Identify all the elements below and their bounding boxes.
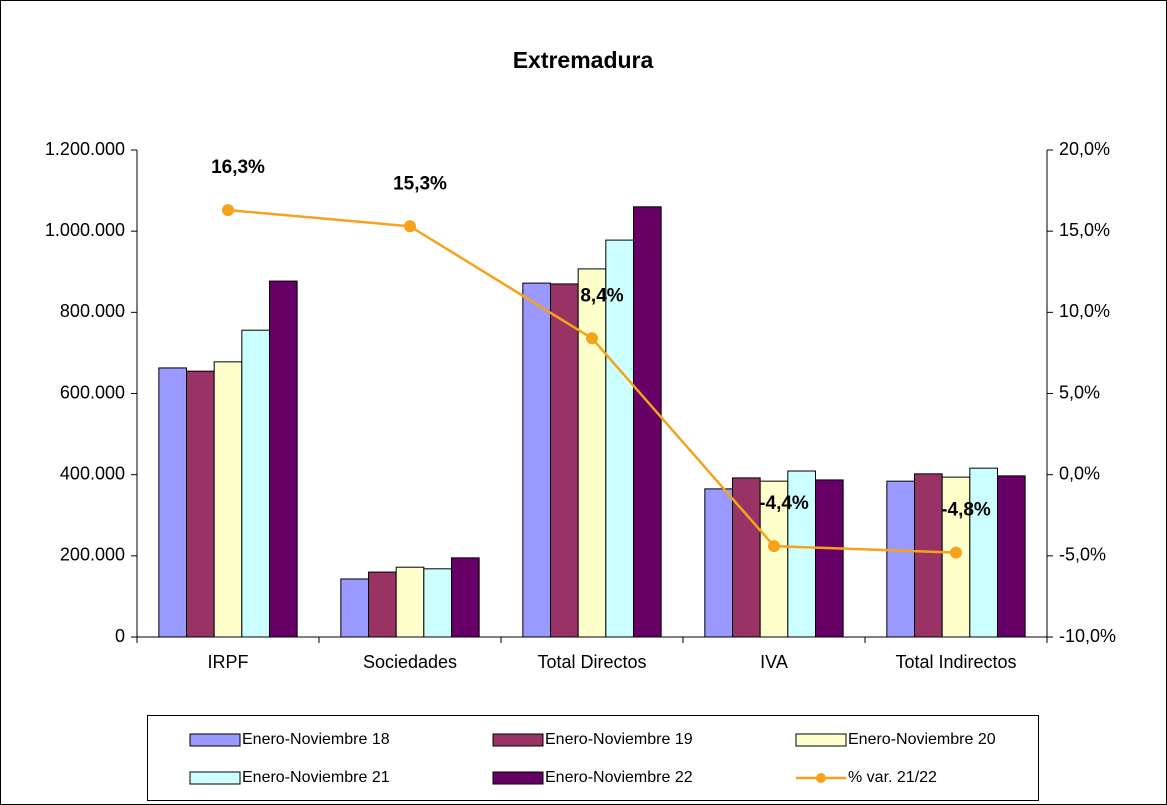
y-tick-label: 400.000 (60, 463, 125, 483)
legend-label: Enero-Noviembre 20 (848, 731, 996, 748)
bar (368, 571, 397, 638)
data-label: -4,4% (759, 493, 809, 514)
data-label: 15,3% (393, 173, 447, 194)
legend-swatch (189, 771, 241, 785)
bar (213, 361, 243, 638)
bar (605, 239, 634, 638)
chart-title: Extremadura (513, 47, 654, 73)
y-tick-label: 200.000 (60, 545, 125, 565)
bar (886, 480, 916, 638)
bar (632, 206, 662, 638)
bar (186, 370, 215, 638)
bar (577, 268, 607, 638)
bar (450, 557, 480, 638)
legend-swatch (189, 733, 241, 747)
bar (158, 367, 188, 638)
legend-label: Enero-Noviembre 21 (242, 769, 390, 786)
bar (814, 479, 844, 638)
y2-tick-label: 5,0% (1059, 382, 1100, 402)
legend-box (147, 715, 1039, 801)
line-marker (586, 332, 598, 345)
bar (969, 467, 998, 638)
line-marker (768, 540, 780, 553)
line-marker (950, 546, 962, 559)
line-marker (404, 220, 416, 233)
x-tick-label: IRPF (207, 652, 248, 672)
bar (340, 578, 370, 638)
bar (550, 283, 579, 638)
data-label: 16,3% (211, 157, 265, 178)
bar (423, 568, 452, 638)
bar (759, 480, 789, 638)
bar (268, 280, 298, 638)
data-label: 8,4% (580, 285, 623, 306)
x-tick-label: Sociedades (363, 652, 457, 672)
y2-tick-label: -5,0% (1059, 545, 1106, 565)
legend-label: Enero-Noviembre 22 (545, 769, 693, 786)
bar (395, 566, 425, 638)
y-tick-label: 0 (115, 626, 125, 646)
bar (787, 470, 816, 638)
y2-tick-label: -10,0% (1059, 626, 1116, 646)
legend-label: % var. 21/22 (848, 769, 937, 786)
y-tick-label: 1.200.000 (45, 139, 125, 159)
data-label: -4,8% (941, 500, 991, 521)
y2-tick-label: 10,0% (1059, 301, 1110, 321)
x-tick-label: IVA (760, 652, 788, 672)
legend-swatch (492, 733, 544, 747)
bar (522, 282, 552, 638)
y2-tick-label: 15,0% (1059, 220, 1110, 240)
bar (914, 473, 943, 638)
y2-tick-label: 0,0% (1059, 463, 1100, 483)
y2-tick-label: 20,0% (1059, 139, 1110, 159)
bar (996, 475, 1026, 638)
legend-swatch (795, 733, 847, 747)
y-tick-label: 600.000 (60, 382, 125, 402)
x-tick-label: Total Indirectos (895, 652, 1016, 672)
bar (704, 488, 734, 638)
x-tick-label: Total Directos (537, 652, 646, 672)
bar (241, 329, 270, 638)
y-tick-label: 1.000.000 (45, 220, 125, 240)
legend-label: Enero-Noviembre 19 (545, 731, 693, 748)
legend-swatch (492, 771, 544, 785)
legend-label: Enero-Noviembre 18 (242, 731, 390, 748)
line-marker (222, 204, 234, 217)
legend-swatch-marker (816, 773, 826, 783)
y-tick-label: 800.000 (60, 301, 125, 321)
